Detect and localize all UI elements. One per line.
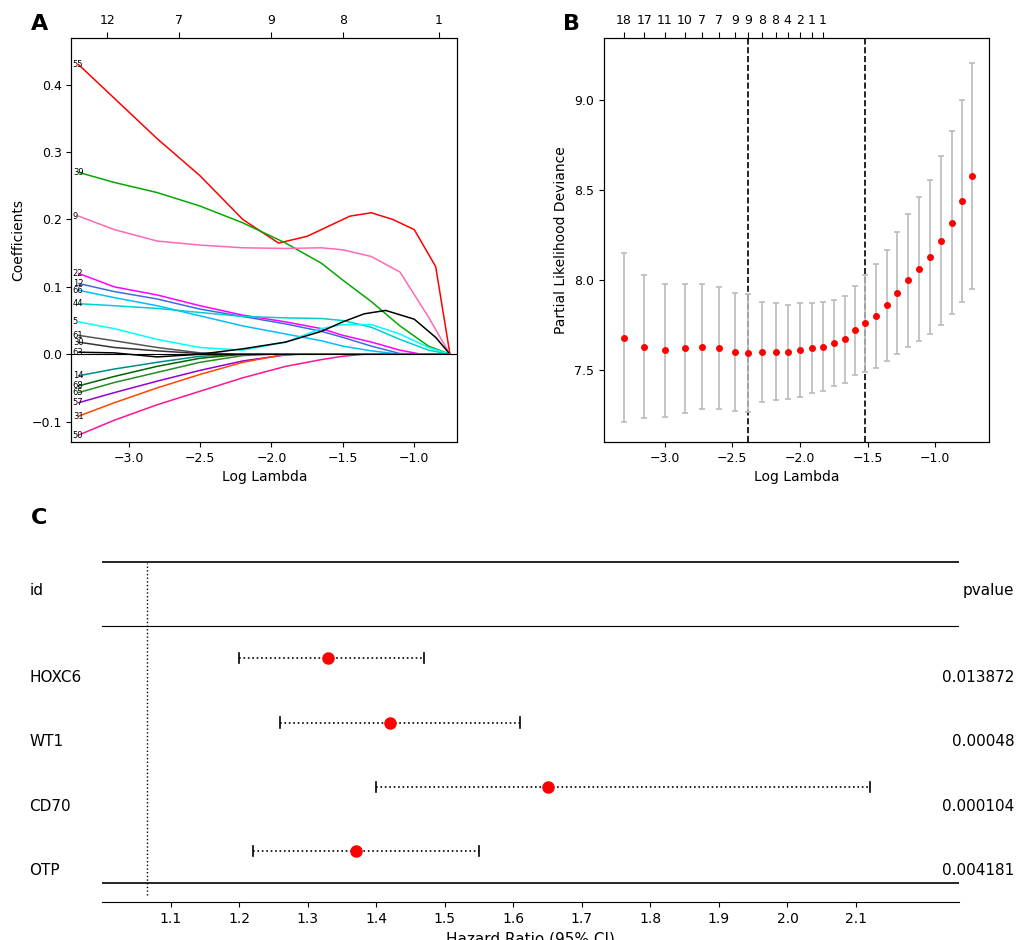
Text: HOXC6: HOXC6: [30, 670, 82, 685]
Text: 22: 22: [72, 269, 84, 278]
Text: 30: 30: [72, 337, 84, 347]
Text: B: B: [562, 14, 580, 34]
Text: 9: 9: [72, 212, 78, 221]
Text: 0.000104: 0.000104: [942, 799, 1014, 813]
Text: 31: 31: [72, 412, 84, 421]
X-axis label: Hazard Ratio (95% CI): Hazard Ratio (95% CI): [445, 932, 614, 940]
Text: 65: 65: [72, 388, 84, 397]
Text: 12: 12: [72, 279, 84, 288]
Y-axis label: Partial Likelihood Deviance: Partial Likelihood Deviance: [554, 146, 568, 334]
Text: 0.00048: 0.00048: [951, 734, 1014, 749]
Text: 55: 55: [72, 60, 84, 69]
Text: OTP: OTP: [30, 863, 60, 878]
Text: 14: 14: [72, 371, 84, 381]
Text: 68: 68: [72, 382, 84, 390]
Text: 0.013872: 0.013872: [942, 670, 1014, 685]
Text: 66: 66: [72, 286, 84, 295]
Text: 5: 5: [72, 318, 78, 326]
Text: WT1: WT1: [30, 734, 63, 749]
Text: 61: 61: [72, 331, 84, 340]
Text: A: A: [31, 14, 48, 34]
Text: C: C: [31, 508, 47, 527]
Text: 44: 44: [72, 299, 84, 308]
X-axis label: Log Lambda: Log Lambda: [221, 470, 307, 484]
Text: 39: 39: [72, 168, 84, 177]
Text: 50: 50: [72, 431, 84, 440]
Text: 0.004181: 0.004181: [942, 863, 1014, 878]
Text: CD70: CD70: [30, 799, 70, 813]
Text: id: id: [30, 584, 43, 599]
Text: 57: 57: [72, 399, 84, 407]
Y-axis label: Coefficients: Coefficients: [12, 198, 25, 281]
Text: pvalue: pvalue: [962, 584, 1014, 599]
Text: 63: 63: [72, 348, 84, 356]
X-axis label: Log Lambda: Log Lambda: [753, 470, 839, 484]
